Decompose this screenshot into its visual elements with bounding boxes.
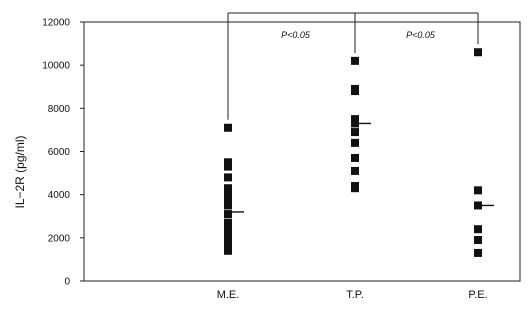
data-point bbox=[224, 242, 232, 251]
data-point bbox=[351, 56, 359, 65]
x-category-label: M.E. bbox=[217, 289, 240, 301]
data-point bbox=[351, 153, 359, 162]
data-point bbox=[224, 235, 232, 244]
data-point bbox=[351, 166, 359, 175]
marks bbox=[224, 48, 494, 257]
data-point bbox=[224, 246, 232, 255]
data-point bbox=[351, 128, 359, 137]
y-tick-label: 12000 bbox=[42, 18, 70, 29]
data-point bbox=[224, 184, 232, 193]
data-point bbox=[351, 87, 359, 96]
data-point bbox=[474, 201, 482, 210]
data-point bbox=[224, 162, 232, 171]
data-point bbox=[351, 184, 359, 193]
data-point bbox=[351, 138, 359, 147]
y-tick-label: 6000 bbox=[48, 147, 71, 158]
data-point bbox=[224, 188, 232, 197]
y-tick-label: 0 bbox=[64, 277, 70, 288]
x-category-label: P.E. bbox=[468, 289, 487, 301]
data-point bbox=[474, 48, 482, 57]
y-tick-label: 10000 bbox=[42, 61, 70, 72]
y-tick-label: 8000 bbox=[48, 104, 71, 115]
data-point bbox=[224, 194, 232, 203]
x-category-label: T.P. bbox=[346, 289, 364, 301]
data-point bbox=[224, 229, 232, 238]
p-value-label: P<0.05 bbox=[281, 30, 311, 40]
data-point bbox=[474, 235, 482, 244]
data-point bbox=[224, 173, 232, 182]
y-tick-label: 4000 bbox=[48, 190, 71, 201]
data-point bbox=[224, 218, 232, 227]
y-axis-label: IL−2R (pg/ml) bbox=[13, 135, 27, 208]
data-point bbox=[474, 225, 482, 234]
data-point bbox=[224, 158, 232, 167]
annotations: P<0.05 P<0.05 bbox=[227, 12, 479, 120]
data-point bbox=[474, 248, 482, 257]
p-value-label: P<0.05 bbox=[406, 30, 436, 40]
data-point bbox=[351, 115, 359, 124]
y-tick-label: 2000 bbox=[48, 233, 71, 244]
data-point bbox=[351, 119, 359, 128]
plot-frame bbox=[83, 21, 521, 282]
data-point bbox=[474, 186, 482, 195]
data-point bbox=[224, 210, 232, 219]
data-point bbox=[224, 123, 232, 132]
axes: 0 2000 4000 6000 8000 10000 12000 M.E. T.P. P.E. bbox=[42, 18, 521, 301]
data-point bbox=[224, 201, 232, 210]
data-point bbox=[224, 225, 232, 234]
